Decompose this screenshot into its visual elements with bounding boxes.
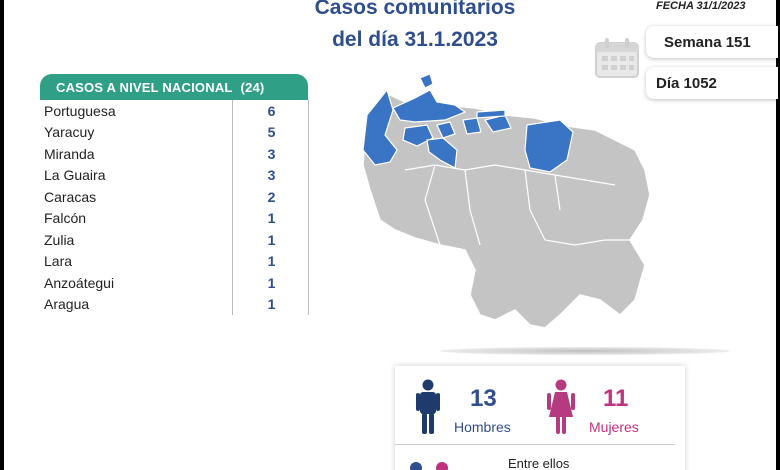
column-divider [232,100,233,315]
woman-icon [547,379,575,434]
state-paraguana [419,73,434,89]
column-divider [308,100,309,315]
state-aragua [462,117,482,135]
map-borders [404,164,630,246]
men-count: 13 [470,385,497,412]
date-label: FECHA 31/1/2023 [656,0,746,12]
state-name: Lara [44,253,73,270]
state-name: Falcón [44,210,87,227]
day-label: Día 1052 [656,74,717,92]
table-heading: CASOS A NIVEL NACIONAL [56,79,233,95]
state-anzoategui [524,119,574,173]
right-frame [776,0,780,470]
state-name: Portuguesa [44,102,116,119]
left-frame [0,0,4,470]
state-name: Zulia [44,231,75,248]
woman-icon-small [436,462,448,470]
man-icon-small [410,462,422,470]
case-count: 1 [267,296,276,313]
state-laguaira [476,109,506,119]
state-yaracuy [436,121,456,139]
table-row: Aragua 1 [40,294,308,316]
table-row: Falcón 1 [40,208,308,230]
table-rows: Portuguesa 6 Yaracuy 5 Miranda 3 La Guaira 3… [40,100,309,316]
gender-card [395,366,685,470]
case-count: 6 [267,102,276,119]
age-note: Entre ellos [508,456,570,470]
case-count: 5 [267,124,276,141]
state-name: La Guaira [44,167,106,184]
state-name: Miranda [44,145,95,162]
state-zulia [362,88,398,166]
map-highlighted-states [362,73,574,173]
table-row: Portuguesa 6 [40,100,308,122]
man-icon [416,379,440,434]
page-title-line1: Casos comunitarios [314,0,516,19]
venezuela-map [362,73,651,329]
state-name: Aragua [44,296,90,313]
state-name: Caracas [44,188,97,205]
case-count: 2 [267,188,276,205]
card-shadow [440,347,730,355]
state-lara [402,124,434,147]
table-header: CASOS A NIVEL NACIONAL (24) [40,74,308,100]
case-count: 1 [267,210,276,227]
table-row: Miranda 3 [40,143,308,165]
table-row: Yaracuy 5 [40,122,308,144]
day-badge: Día 1052 [646,67,778,99]
state-name: Yaracuy [44,124,95,141]
card-divider [395,444,675,445]
cases-table: CASOS A NIVEL NACIONAL (24) Portuguesa 6 … [40,74,309,316]
case-count: 1 [267,253,276,270]
case-count: 3 [267,167,276,184]
case-count: 1 [267,274,276,291]
table-row: Anzoátegui 1 [40,272,308,294]
page-title-line2: del día 31.1.2023 [332,28,498,51]
case-count: 1 [267,231,276,248]
table-row: Zulia 1 [40,229,308,251]
week-badge: Semana 151 [646,26,778,58]
state-portuguesa [426,137,458,169]
women-count: 11 [603,385,629,412]
calendar-icon [595,38,639,78]
men-label: Hombres [454,419,511,435]
table-row: Caracas 2 [40,186,308,208]
week-label: Semana 151 [664,33,751,51]
state-falcon [392,89,467,123]
table-row: La Guaira 3 [40,165,308,187]
state-name: Anzoátegui [44,274,115,291]
women-label: Mujeres [589,419,639,435]
table-row: Lara 1 [40,251,308,273]
case-count: 3 [267,145,276,162]
table-total: (24) [240,79,265,95]
